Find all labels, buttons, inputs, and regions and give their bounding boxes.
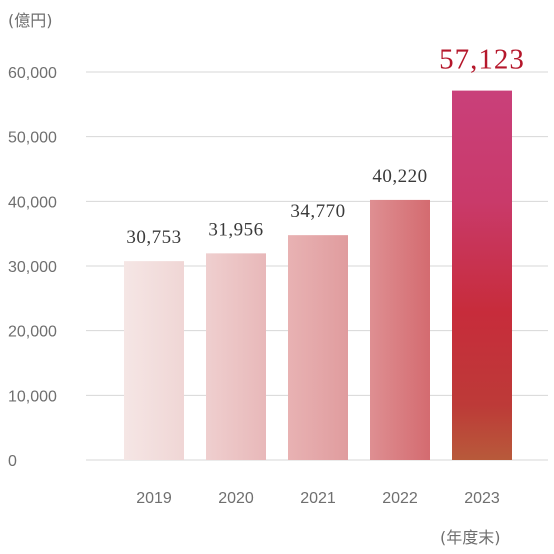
y-tick-label-30000: 30,000 xyxy=(8,259,57,276)
x-tick-labels: 2019 2020 2021 2022 2023 xyxy=(136,490,500,507)
x-tick-label-2019: 2019 xyxy=(136,490,172,507)
bars xyxy=(124,90,512,461)
y-tick-labels: 0 10,000 20,000 30,000 40,000 50,000 60,000 xyxy=(8,65,57,470)
y-tick-label-0: 0 xyxy=(8,453,17,470)
bar-2020 xyxy=(206,253,266,460)
y-unit-label: (億円) xyxy=(8,11,53,30)
value-label-2020: 31,956 xyxy=(208,219,263,240)
bar-2023 xyxy=(452,90,512,460)
x-tick-label-2023: 2023 xyxy=(464,490,500,507)
y-tick-label-40000: 40,000 xyxy=(8,194,57,211)
value-label-2022: 40,220 xyxy=(372,166,427,187)
x-tick-label-2021: 2021 xyxy=(300,490,336,507)
y-tick-label-20000: 20,000 xyxy=(8,324,57,341)
bar-2021 xyxy=(288,235,348,460)
x-tick-label-2022: 2022 xyxy=(382,490,418,507)
y-tick-label-60000: 60,000 xyxy=(8,65,57,82)
x-unit-label: (年度末) xyxy=(440,528,501,547)
y-tick-label-50000: 50,000 xyxy=(8,130,57,147)
value-labels: 30,753 31,956 34,770 40,220 57,123 xyxy=(126,44,525,249)
value-label-2019: 30,753 xyxy=(126,227,181,248)
bar-2019 xyxy=(124,261,184,460)
x-tick-label-2020: 2020 xyxy=(218,490,254,507)
y-tick-label-10000: 10,000 xyxy=(8,388,57,405)
value-label-2021: 34,770 xyxy=(290,201,345,222)
bar-2022 xyxy=(370,199,430,461)
value-label-2023: 57,123 xyxy=(439,44,525,76)
